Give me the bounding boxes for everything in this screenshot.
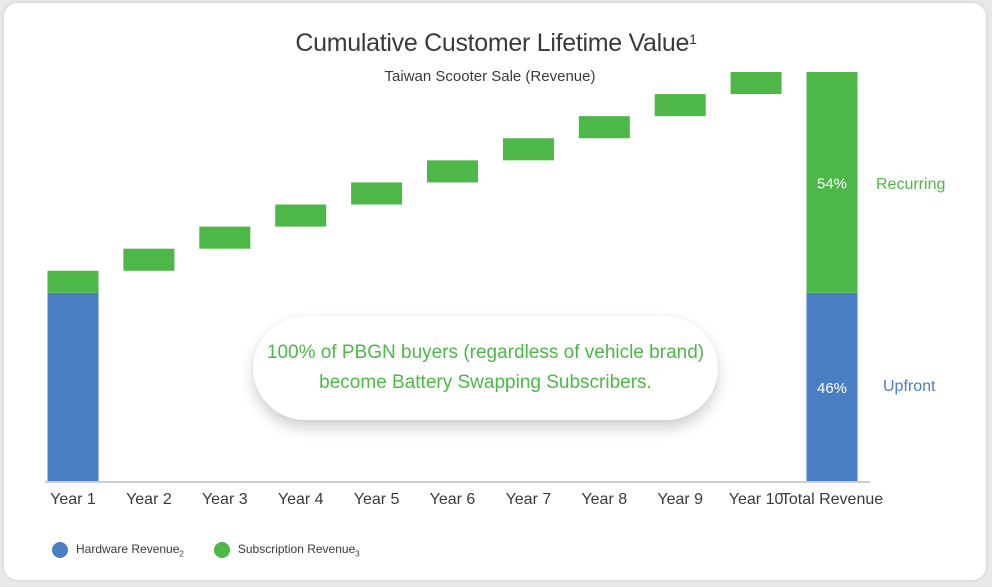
data-label-hardware-total: 46% xyxy=(817,380,847,397)
recurring-label: Recurring xyxy=(876,176,946,193)
bar-hardware-1 xyxy=(47,292,99,481)
bar-subscription-8 xyxy=(578,116,630,139)
bar-subscription-6 xyxy=(427,160,478,183)
legend-label-hardware: Hardware Revenue2 xyxy=(76,541,184,559)
legend-item-subscription: Subscription Revenue3 xyxy=(213,541,360,559)
data-label-subscription-total: 54% xyxy=(817,175,847,192)
tick-label-9: Year 9 xyxy=(657,491,703,508)
tick-label-10: Year 10 xyxy=(729,491,784,508)
tick-label-11: Total Revenue xyxy=(781,491,883,508)
legend-item-hardware: Hardware Revenue2 xyxy=(52,542,184,558)
chart-subtitle: Taiwan Scooter Sale (Revenue) xyxy=(384,68,596,85)
tick-label-7: Year 7 xyxy=(506,491,552,508)
bar-subscription-7 xyxy=(502,138,554,161)
bar-subscription-5 xyxy=(351,182,403,205)
legend-swatch-subscription xyxy=(213,541,230,558)
tick-label-2: Year 2 xyxy=(126,491,172,508)
callout-box: 100% of PBGN buyers (regardless of vehic… xyxy=(253,316,718,420)
tick-label-5: Year 5 xyxy=(354,491,400,508)
tick-label-3: Year 3 xyxy=(202,491,248,508)
chart-title: Cumulative Customer Lifetime Value1 xyxy=(295,29,697,57)
bar-subscription-4 xyxy=(275,204,327,227)
tick-label-1: Year 1 xyxy=(50,491,96,508)
upfront-label: Upfront xyxy=(883,378,936,395)
callout-line-1: 100% of PBGN buyers (regardless of vehic… xyxy=(266,342,705,363)
bar-subscription-1 xyxy=(47,270,99,293)
tick-label-6: Year 6 xyxy=(430,491,476,508)
bar-subscription-2 xyxy=(123,248,175,271)
bar-subscription-11 xyxy=(806,72,858,293)
legend: Hardware Revenue2 Subscription Revenue3 xyxy=(52,540,390,560)
tick-label-8: Year 8 xyxy=(581,491,627,508)
legend-swatch-hardware xyxy=(52,541,68,558)
bar-subscription-10 xyxy=(730,72,782,95)
callout-line-2: become Battery Swapping Subscribers. xyxy=(319,372,652,393)
bar-hardware-11 xyxy=(806,292,858,481)
bar-subscription-9 xyxy=(654,94,706,117)
tick-label-4: Year 4 xyxy=(278,491,324,508)
bar-subscription-3 xyxy=(199,226,251,249)
legend-label-subscription: Subscription Revenue3 xyxy=(237,541,360,559)
